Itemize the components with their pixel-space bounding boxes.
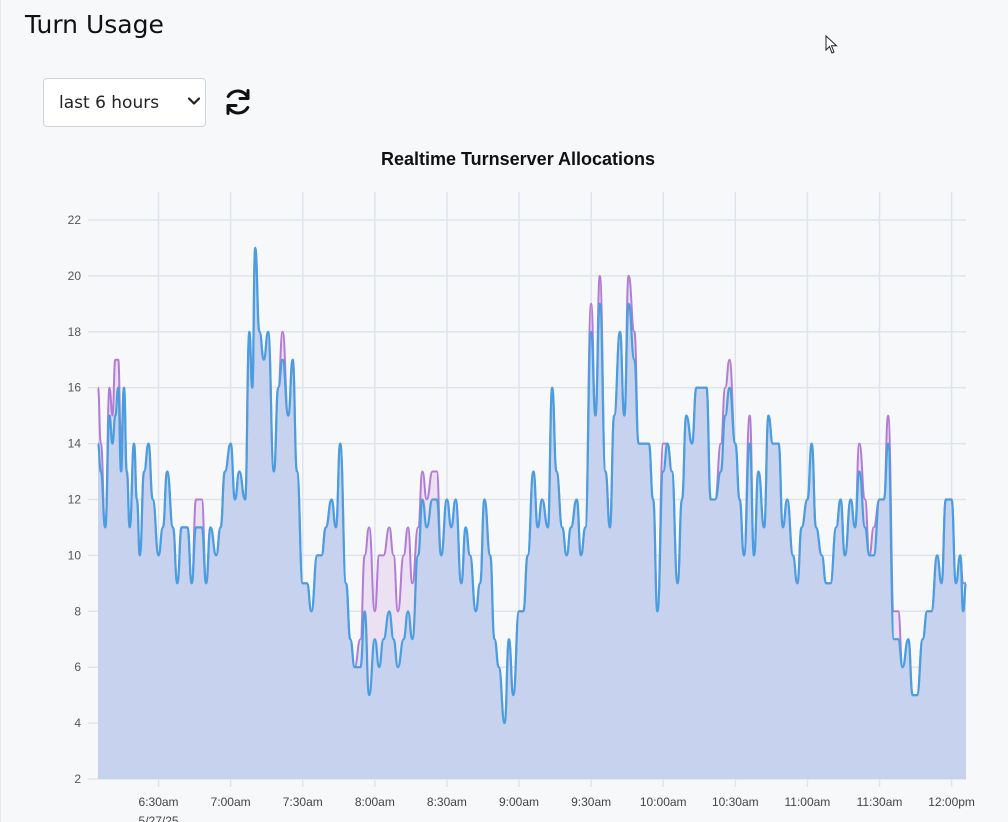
x-tick-label: 12:00pm (928, 795, 975, 809)
y-tick-label: 10 (68, 548, 82, 562)
x-tick-label: 7:30am (283, 795, 323, 809)
x-tick-label: 11:00am (784, 795, 830, 809)
page-title: Turn Usage (25, 10, 164, 39)
series-active-line (96, 246, 968, 725)
y-tick-label: 4 (74, 716, 81, 730)
x-tick-label: 10:00am (640, 795, 687, 809)
x-tick-label: 9:30am (571, 795, 611, 809)
y-tick-label: 16 (68, 381, 82, 395)
y-tick-label: 22 (68, 213, 82, 227)
refresh-icon (226, 89, 250, 115)
chart-axes: 2 4 6 8 10 12 14 16 18 20 22 6:30am 7:00am 7:30am 8:00… (68, 213, 975, 822)
chart-title: Realtime Turnserver Allocations (381, 149, 655, 169)
y-tick-label: 20 (68, 269, 82, 283)
y-tick-label: 6 (74, 660, 81, 674)
y-tick-label: 8 (74, 604, 81, 618)
x-tick-label: 10:30am (712, 795, 759, 809)
x-tick-label: 11:30am (857, 795, 903, 809)
x-date-label: 5/27/25 (139, 814, 179, 822)
x-tick-label: 7:00am (211, 795, 251, 809)
series-active-area (98, 247, 966, 779)
refresh-button[interactable] (221, 85, 255, 119)
y-tick-label: 14 (68, 437, 82, 451)
x-tick-label: 6:30am (139, 795, 179, 809)
x-tick-label: 9:00am (499, 795, 539, 809)
y-tick-label: 18 (68, 325, 82, 339)
x-tick-label: 8:30am (427, 795, 467, 809)
x-tick-label: 8:00am (355, 795, 395, 809)
time-range-select[interactable]: last 6 hours (43, 78, 206, 127)
y-tick-label: 2 (74, 772, 81, 786)
mouse-cursor-icon (825, 35, 838, 54)
chart-series (96, 246, 968, 779)
y-tick-label: 12 (68, 492, 82, 506)
